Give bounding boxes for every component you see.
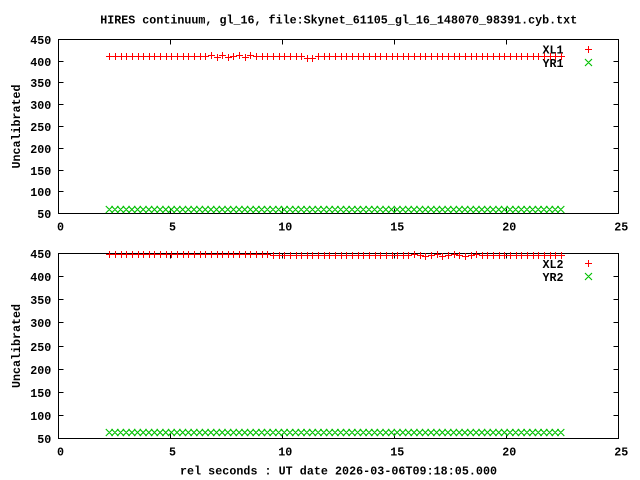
svg-text:300: 300 — [30, 99, 51, 113]
svg-text:rel seconds : UT date 2026-03-: rel seconds : UT date 2026-03-06T09:18:0… — [180, 465, 497, 479]
svg-text:10: 10 — [278, 221, 292, 235]
svg-text:100: 100 — [30, 410, 51, 424]
svg-text:XL2: XL2 — [543, 258, 564, 272]
svg-text:20: 20 — [502, 445, 516, 459]
svg-text:10: 10 — [278, 445, 292, 459]
svg-text:150: 150 — [30, 387, 51, 401]
svg-text:Uncalibrated: Uncalibrated — [10, 85, 24, 169]
svg-text:300: 300 — [30, 317, 51, 331]
svg-text:0: 0 — [57, 445, 64, 459]
svg-text:Uncalibrated: Uncalibrated — [10, 304, 24, 388]
svg-text:450: 450 — [30, 34, 51, 48]
svg-text:150: 150 — [30, 165, 51, 179]
svg-text:450: 450 — [30, 248, 51, 262]
svg-text:5: 5 — [169, 445, 176, 459]
svg-text:0: 0 — [57, 221, 64, 235]
svg-text:400: 400 — [30, 271, 51, 285]
svg-text:15: 15 — [390, 445, 404, 459]
svg-text:100: 100 — [30, 186, 51, 200]
svg-text:5: 5 — [169, 221, 176, 235]
svg-text:200: 200 — [30, 143, 51, 157]
svg-text:15: 15 — [390, 221, 404, 235]
svg-text:25: 25 — [614, 445, 628, 459]
svg-text:HIRES continuum, gl_16, file:S: HIRES continuum, gl_16, file:Skynet_6110… — [100, 14, 577, 28]
svg-text:250: 250 — [30, 121, 51, 135]
svg-text:YR2: YR2 — [543, 271, 564, 285]
svg-text:XL1: XL1 — [543, 44, 564, 58]
svg-text:250: 250 — [30, 341, 51, 355]
svg-text:YR1: YR1 — [543, 57, 564, 71]
svg-text:350: 350 — [30, 77, 51, 91]
svg-text:50: 50 — [37, 433, 51, 447]
svg-text:50: 50 — [37, 208, 51, 222]
svg-text:20: 20 — [502, 221, 516, 235]
svg-text:200: 200 — [30, 364, 51, 378]
svg-text:25: 25 — [614, 221, 628, 235]
svg-text:400: 400 — [30, 56, 51, 70]
svg-text:350: 350 — [30, 294, 51, 308]
